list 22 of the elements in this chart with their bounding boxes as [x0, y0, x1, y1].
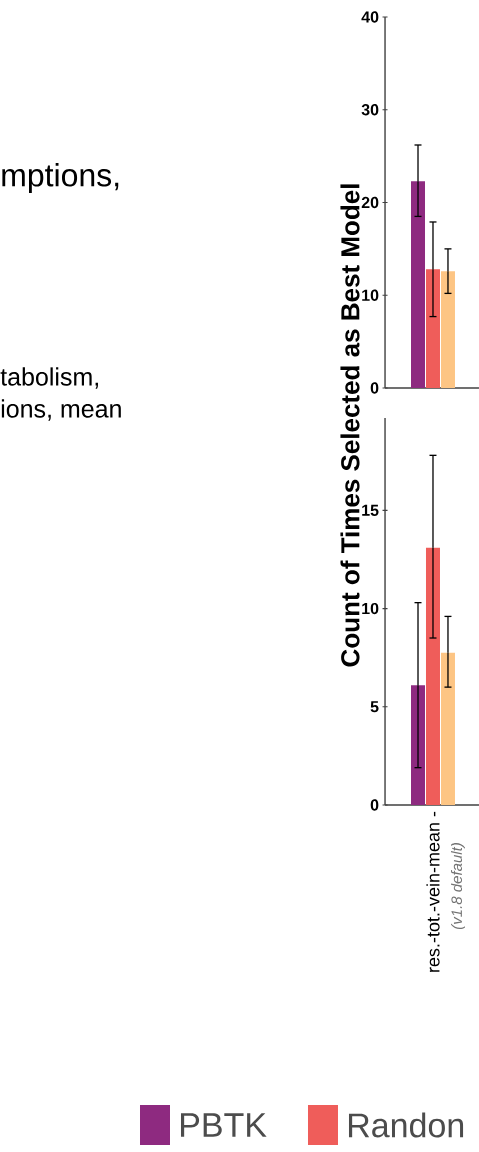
y-tick-label: 0: [370, 799, 379, 811]
legend-label: Randon: [348, 1112, 464, 1138]
y-tick-label: 30: [361, 104, 379, 116]
bar: [425, 547, 440, 805]
y-tick-label: 10: [362, 602, 379, 615]
y-tick-label: 40: [361, 11, 379, 23]
y-axis-title: Count of Times Selected as Best Model: [340, 184, 360, 667]
text: (v1.8 default): [451, 843, 465, 930]
y-tick-label: 0: [370, 382, 379, 394]
bar: [440, 652, 455, 805]
y-tick-label: 10: [362, 289, 379, 301]
legend-label: PBTK: [180, 1113, 267, 1137]
y-tick-label: 15: [362, 504, 379, 516]
text: ions, mean: [1, 399, 121, 421]
bar: [425, 269, 440, 388]
y-tick-label: 20: [361, 196, 379, 209]
y-tick-label: 5: [370, 701, 379, 713]
text: tabolism,: [0, 367, 98, 389]
x-tick-label: res.-tot.-vein-mean -: [426, 811, 440, 972]
bar: [440, 271, 455, 388]
bar: [411, 181, 425, 388]
text: mptions,: [2, 163, 119, 193]
